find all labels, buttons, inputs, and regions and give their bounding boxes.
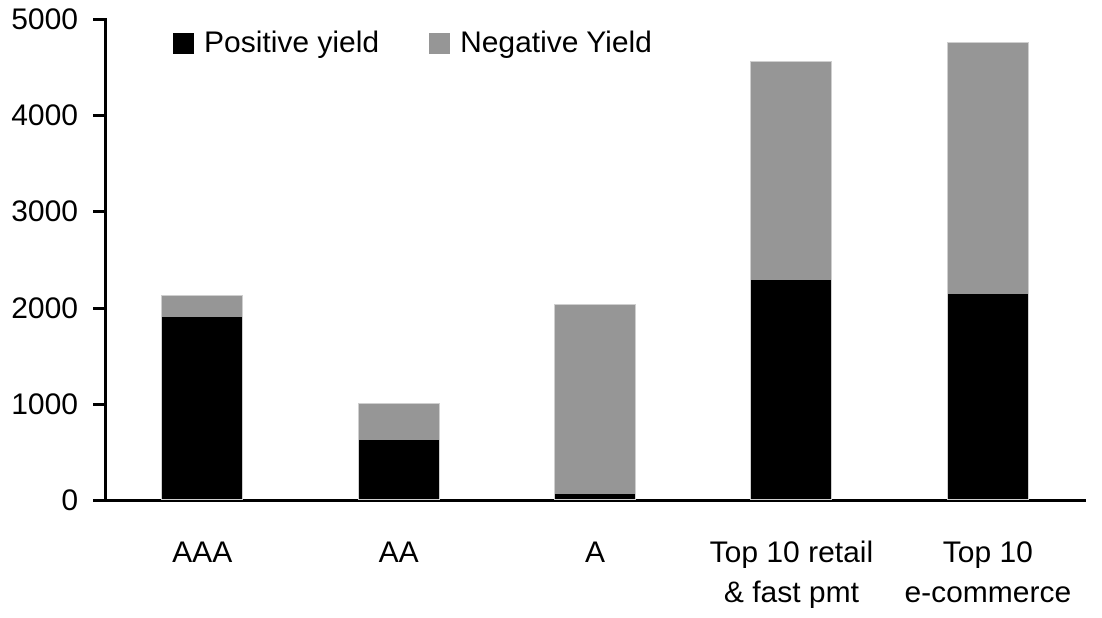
bar-aa — [357, 403, 440, 500]
y-tick-mark — [93, 18, 107, 21]
y-tick-label: 0 — [61, 484, 78, 517]
y-tick-label: 2000 — [11, 291, 78, 325]
bar-segment-positive-yield — [947, 294, 1028, 499]
legend-label: Positive yield — [204, 26, 380, 59]
bar-aaa — [161, 295, 244, 500]
bar-segment-positive-yield — [555, 494, 635, 499]
bar-segment-positive-yield — [162, 317, 243, 499]
bar-top-10-retail — [750, 61, 833, 500]
x-axis-line — [104, 499, 1086, 502]
y-tick-label: 4000 — [11, 99, 78, 133]
legend-item-positive-yield: Positive yield — [173, 26, 379, 60]
bar-segment-positive-yield — [751, 279, 832, 499]
legend-swatch-icon — [173, 32, 194, 54]
y-tick-label: 1000 — [11, 387, 78, 421]
y-tick-mark — [93, 210, 107, 214]
y-tick-mark — [93, 306, 107, 310]
legend-label: Negative Yield — [460, 26, 652, 59]
category-label: A — [584, 536, 606, 569]
y-tick-label: 5000 — [11, 3, 78, 36]
y-axis-line — [104, 19, 107, 502]
bar-segment-negative-yield — [751, 62, 832, 280]
legend: Positive yield Negative Yield — [173, 26, 652, 60]
bar-a — [554, 303, 636, 500]
category-label: AA — [378, 536, 419, 569]
category-label: Top 10 e-commerce — [904, 536, 1072, 609]
y-tick-mark — [93, 114, 107, 118]
bar-segment-positive-yield — [358, 440, 439, 499]
y-tick-label: 3000 — [11, 195, 78, 229]
bar-segment-negative-yield — [358, 404, 439, 441]
legend-item-negative-yield: Negative Yield — [429, 26, 652, 60]
y-tick-mark — [93, 499, 107, 502]
y-tick-mark — [93, 402, 107, 406]
category-label: Top 10 retail & fast pmt — [709, 536, 874, 609]
bar-top-10 — [946, 42, 1029, 500]
bar-segment-negative-yield — [555, 304, 635, 495]
legend-swatch-icon — [429, 32, 451, 54]
bar-segment-negative-yield — [162, 296, 243, 318]
category-label: AAA — [172, 536, 233, 569]
bar-segment-negative-yield — [947, 43, 1028, 295]
